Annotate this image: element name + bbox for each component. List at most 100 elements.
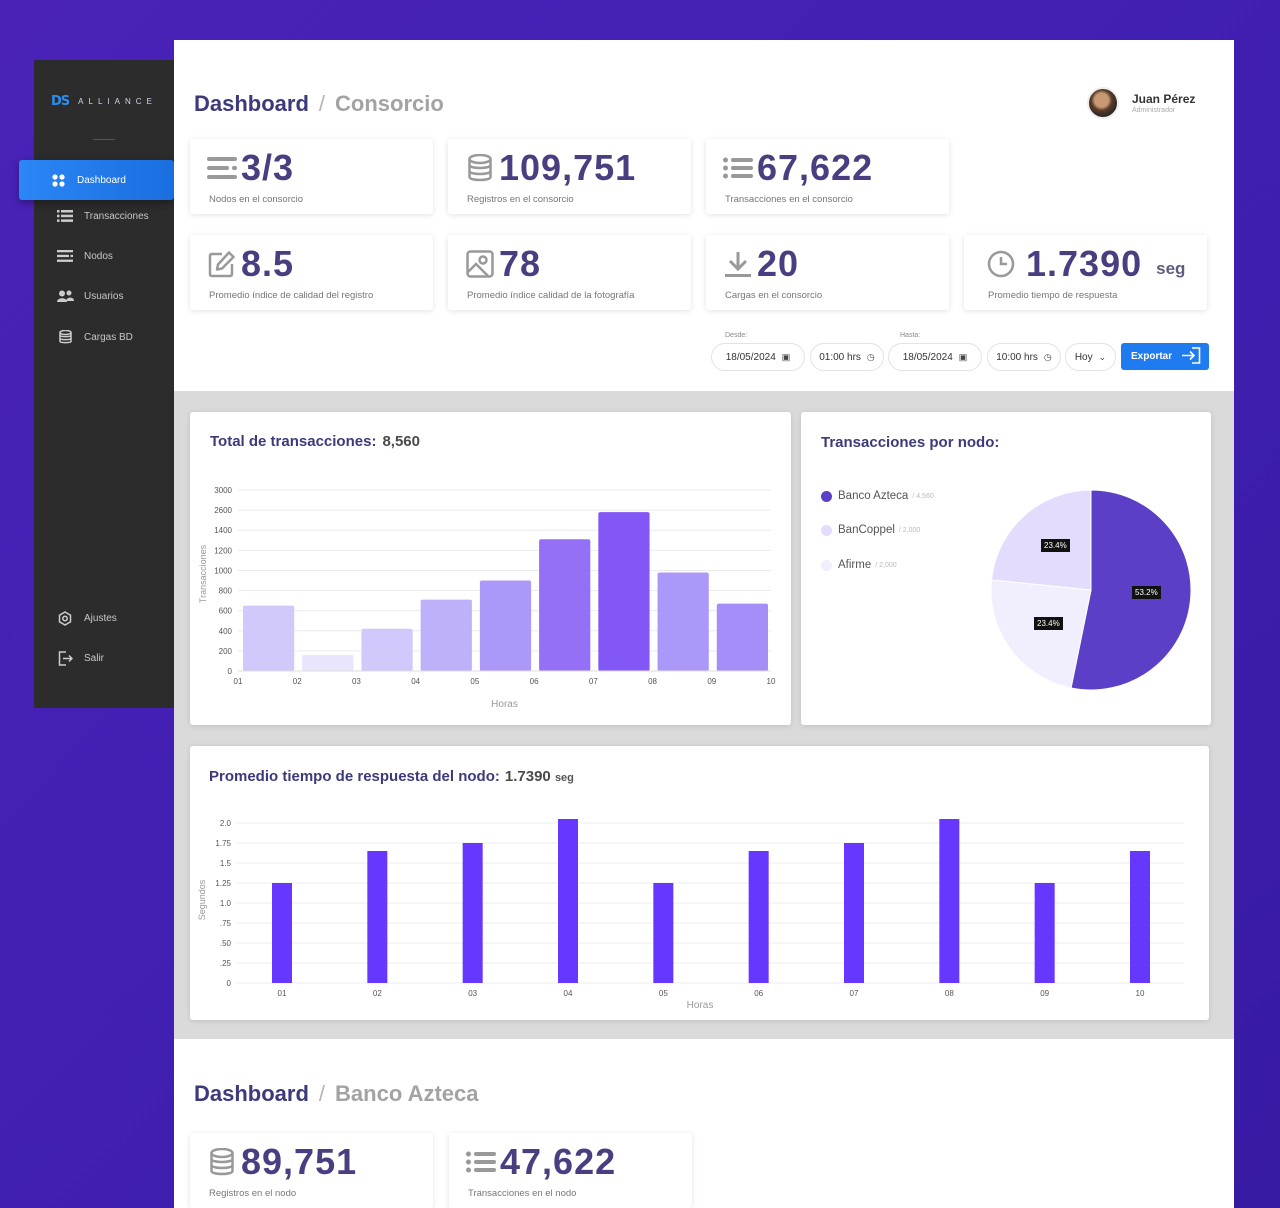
response-unit: seg xyxy=(554,772,574,784)
sidebar-item-label: Ajustes xyxy=(84,612,117,624)
stat-card-cargas: 20 Cargas en el consorcio xyxy=(706,235,949,310)
stat-value: 47,622 xyxy=(500,1141,617,1182)
stat-label: Registros en el consorcio xyxy=(467,194,574,205)
x-tick-label: 05 xyxy=(659,989,668,998)
sidebar-item-ajustes[interactable]: Ajustes xyxy=(34,598,174,638)
stat-value: 20 xyxy=(757,243,800,284)
breadcrumb-root[interactable]: Dashboard xyxy=(194,91,309,116)
legend-item[interactable]: Banco Azteca / 4,560 xyxy=(821,490,934,502)
x-tick-label: 09 xyxy=(707,677,716,686)
bar-06 xyxy=(748,851,769,983)
breadcrumb-current: Consorcio xyxy=(335,91,444,116)
x-axis-label: Horas xyxy=(687,1000,714,1011)
stat-value: 8.5 xyxy=(241,243,295,284)
logo[interactable]: DS ALLIANCE xyxy=(51,94,157,109)
sidebar-item-usuarios[interactable]: Usuarios xyxy=(34,276,174,316)
sidebar-item-cargas-bd[interactable]: Cargas BD xyxy=(34,317,174,357)
download-icon xyxy=(723,249,753,279)
bar-09 xyxy=(1034,883,1055,983)
y-tick-label: 1.5 xyxy=(220,859,232,868)
transactions-pie-chart xyxy=(990,489,1192,691)
clock-icon xyxy=(986,249,1016,279)
sidebar-item-label: Cargas BD xyxy=(84,331,133,343)
x-tick-label: 08 xyxy=(648,677,657,686)
settings-icon xyxy=(56,610,74,626)
y-axis-label: Segundos xyxy=(197,879,207,920)
y-tick-label: .75 xyxy=(220,919,232,928)
legend-item[interactable]: BanCoppel / 2,000 xyxy=(821,524,920,536)
sidebar-item-label: Nodos xyxy=(84,250,113,262)
logo-mark: DS xyxy=(51,94,70,109)
nodes-icon xyxy=(56,249,74,263)
bar-04 xyxy=(420,599,472,671)
sidebar-item-label: Usuarios xyxy=(84,290,124,302)
breadcrumb-root[interactable]: Dashboard xyxy=(194,1081,309,1106)
breadcrumb-separator: / xyxy=(318,91,326,116)
x-tick-label: 05 xyxy=(470,677,479,686)
calendar-icon: ▣ xyxy=(958,351,968,362)
to-date-input[interactable]: 18/05/2024 ▣ xyxy=(888,343,982,371)
list-icon xyxy=(56,209,74,223)
stat-card-registros-nodo: 89,751 Registros en el nodo xyxy=(190,1133,433,1208)
period-select[interactable]: Hoy ⌄ xyxy=(1065,343,1116,371)
sidebar-item-label: Dashboard xyxy=(77,174,126,186)
sidebar-item-nodos[interactable]: Nodos xyxy=(34,236,174,276)
legend-dot xyxy=(821,524,832,536)
stat-card-nodos: 3/3 Nodos en el consorcio xyxy=(190,139,433,214)
stat-card-calidad-foto: 78 Promedio índice calidad de la fotogra… xyxy=(448,235,691,310)
legend-label: Afirme xyxy=(838,559,872,571)
legend-label: BanCoppel xyxy=(838,524,895,536)
bar-02 xyxy=(302,654,354,671)
pie-chart-title: Transacciones por nodo: xyxy=(821,434,1000,451)
legend-item[interactable]: Afirme / 2,000 xyxy=(821,559,897,571)
from-time-value: 01:00 hrs xyxy=(819,351,861,363)
user-profile[interactable]: Juan Pérez Administrador xyxy=(1087,87,1195,119)
y-tick-label: 200 xyxy=(219,647,233,656)
sidebar-item-dashboard[interactable]: Dashboard xyxy=(19,160,174,200)
y-tick-label: 800 xyxy=(219,587,233,596)
y-tick-label: 600 xyxy=(219,607,233,616)
sidebar-item-transacciones[interactable]: Transacciones xyxy=(34,196,174,236)
bar-01 xyxy=(243,605,295,671)
x-tick-label: 06 xyxy=(530,677,539,686)
bar-05 xyxy=(479,580,532,671)
sidebar-item-salir[interactable]: Salir xyxy=(34,638,174,678)
list-icon xyxy=(723,153,753,183)
y-tick-label: 3000 xyxy=(214,486,232,495)
pie-slice-afirme xyxy=(990,579,1092,689)
avatar[interactable] xyxy=(1087,87,1119,119)
image-icon xyxy=(465,249,495,279)
transactions-total: 8,560 xyxy=(382,433,420,450)
nodes-icon xyxy=(207,153,237,183)
stat-value: 78 xyxy=(499,243,542,284)
main-content: Dashboard / Consorcio Juan Pérez Administr… xyxy=(174,40,1234,1208)
logo-text: ALLIANCE xyxy=(78,97,157,106)
period-value: Hoy xyxy=(1074,351,1093,363)
stat-value: 3/3 xyxy=(241,147,295,188)
x-tick-label: 04 xyxy=(411,677,420,686)
from-time-input[interactable]: 01:00 hrs ◷ xyxy=(810,343,884,371)
user-name: Juan Pérez xyxy=(1132,92,1196,106)
legend-count: / 2,000 xyxy=(875,561,897,569)
sidebar: DS ALLIANCE Dashboard Transacciones Nodo… xyxy=(19,60,174,708)
x-tick-label: 08 xyxy=(945,989,954,998)
y-tick-label: 0 xyxy=(227,979,232,988)
from-date-input[interactable]: 18/05/2024 ▣ xyxy=(711,343,805,371)
section-title-banco-azteca: Dashboard / Banco Azteca xyxy=(194,1081,479,1107)
y-tick-label: 2.0 xyxy=(220,819,232,828)
pie-slice-label: 53.2% xyxy=(1132,586,1161,599)
transactions-bar-chart: 3000 2600 1400 1200 1000 800 600 400 200 001 02 03 0… xyxy=(198,486,776,710)
y-axis-label: Transacciones xyxy=(198,544,208,603)
user-role: Administrador xyxy=(1132,107,1176,114)
x-tick-label: 07 xyxy=(589,677,598,686)
x-tick-label: 10 xyxy=(1136,989,1145,998)
x-tick-label: 10 xyxy=(767,677,776,686)
export-button[interactable]: Exportar xyxy=(1121,343,1209,370)
y-tick-label: .50 xyxy=(220,939,232,948)
response-time-bar-chart: 0 .25 .50 .75 1.0 1.25 1.5 1.75 2.0 01 02 03 04 05 06 0… xyxy=(197,819,1184,1011)
pie-slice-label: 23.4% xyxy=(1034,617,1063,630)
y-tick-label: 1.0 xyxy=(220,899,232,908)
consortium-summary xyxy=(174,40,1234,391)
stat-card-tiempo-respuesta: 1.7390 seg Promedio tiempo de respuesta xyxy=(964,235,1207,310)
to-time-input[interactable]: 10:00 hrs ◷ xyxy=(987,343,1061,371)
